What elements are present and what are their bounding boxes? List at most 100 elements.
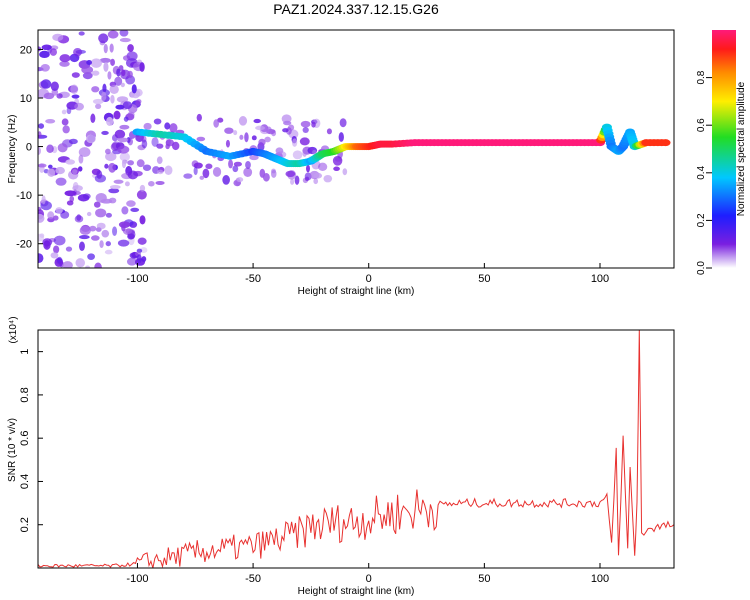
noise-blob (91, 86, 100, 93)
noise-blob (155, 180, 165, 185)
noise-blob (38, 146, 42, 156)
x-tick-label: 50 (478, 273, 490, 285)
spectrogram-xlabel: Height of straight line (km) (298, 286, 415, 297)
noise-blob (40, 63, 50, 72)
noise-blob (38, 253, 44, 264)
noise-blob (82, 193, 91, 200)
noise-blob (108, 188, 120, 194)
noise-blob (61, 118, 69, 126)
noise-blob (122, 55, 131, 61)
x-tick-label: 0 (366, 573, 372, 585)
noise-blob (122, 101, 133, 110)
noise-blob (193, 166, 198, 176)
noise-blob (228, 159, 233, 169)
y-tick-label: 0.4 (19, 474, 31, 489)
noise-blob (102, 83, 107, 93)
noise-blob (255, 125, 265, 131)
spectrogram-marks (38, 30, 671, 268)
noise-blob (251, 135, 257, 141)
noise-blob (239, 134, 244, 140)
y-tick-label: 10 (20, 93, 32, 105)
noise-blob (141, 256, 147, 263)
noise-blob (139, 184, 146, 192)
noise-blob (292, 138, 298, 147)
noise-blob (294, 175, 300, 185)
noise-blob (148, 180, 155, 187)
noise-blob (38, 123, 45, 129)
noise-blob (116, 96, 129, 103)
noise-blob (95, 192, 107, 203)
noise-blob (109, 185, 121, 190)
noise-blob (66, 200, 74, 206)
noise-blob (183, 173, 193, 179)
noise-blob (114, 76, 123, 86)
noise-blob (123, 116, 129, 122)
noise-blob (106, 116, 114, 127)
x-tick-label: -50 (245, 273, 261, 285)
noise-blob (244, 132, 249, 143)
noise-blob (107, 71, 112, 80)
noise-blob (117, 145, 130, 154)
noise-blob (117, 239, 130, 247)
noise-blob (101, 229, 110, 238)
noise-blob (95, 208, 107, 218)
snr-ylabel: SNR (10 * v/v) (7, 418, 18, 482)
noise-blob (115, 104, 125, 110)
noise-blob (302, 127, 309, 134)
noise-blob (108, 162, 117, 173)
noise-blob (104, 249, 113, 255)
noise-blob (79, 241, 85, 252)
noise-blob (130, 207, 140, 212)
noise-blob (143, 122, 152, 130)
noise-blob (90, 58, 102, 68)
noise-blob (151, 137, 159, 147)
noise-blob (94, 262, 102, 268)
noise-blob (213, 119, 219, 128)
noise-blob (47, 168, 56, 177)
noise-blob (101, 91, 107, 101)
noise-blob (105, 152, 117, 162)
noise-blob (196, 113, 202, 122)
noise-blob (304, 176, 310, 182)
spectrogram-frame (37, 29, 675, 269)
noise-blob (121, 206, 129, 215)
noise-blob (56, 93, 63, 99)
chart-title: PAZ1.2024.337.12.15.G26 (273, 1, 439, 17)
noise-blob (225, 139, 230, 148)
noise-blob (55, 177, 67, 186)
noise-blob (249, 154, 259, 161)
noise-blob (323, 174, 333, 183)
noise-blob (124, 181, 130, 187)
noise-blob (313, 172, 323, 179)
noise-blob (153, 118, 162, 125)
noise-blob (199, 175, 205, 180)
noise-blob (292, 150, 303, 160)
noise-blob (86, 211, 92, 217)
noise-blob (156, 169, 164, 175)
noise-blob (137, 237, 147, 245)
noise-blob (116, 68, 121, 77)
noise-blob (131, 84, 137, 94)
noise-blob (141, 139, 148, 149)
noise-blob (275, 147, 284, 155)
noise-blob (300, 120, 311, 128)
noise-blob (41, 44, 52, 51)
noise-blob (78, 31, 85, 36)
y-tick-label: 0.8 (19, 387, 31, 402)
noise-blob (79, 225, 91, 235)
noise-blob (59, 54, 71, 63)
noise-blob (87, 253, 95, 260)
noise-blob (290, 178, 295, 185)
noise-blob (165, 139, 175, 147)
noise-blob (110, 58, 115, 66)
noise-blob (73, 47, 83, 57)
colorbar-tick-label: 0.4 (696, 165, 707, 179)
noise-blob (90, 235, 100, 241)
noise-blob (264, 136, 271, 143)
noise-blob (283, 120, 292, 126)
y-tick-label: -20 (16, 239, 32, 251)
colorbar-tick-label: 0.8 (696, 70, 707, 84)
noise-blob (62, 125, 70, 134)
